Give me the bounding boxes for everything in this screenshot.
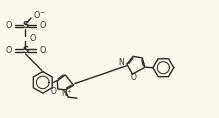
Text: O: O [5, 21, 11, 30]
Text: O$^{-}$: O$^{-}$ [33, 9, 45, 20]
Text: S: S [22, 46, 29, 55]
Text: S: S [22, 21, 29, 30]
Text: O: O [51, 87, 57, 96]
Text: O: O [130, 72, 136, 82]
Text: O: O [5, 46, 11, 55]
Text: O: O [39, 46, 46, 55]
Text: N: N [118, 58, 124, 67]
Text: N$^{+}$: N$^{+}$ [61, 88, 72, 99]
Text: O: O [39, 21, 46, 30]
Text: O: O [29, 34, 35, 43]
